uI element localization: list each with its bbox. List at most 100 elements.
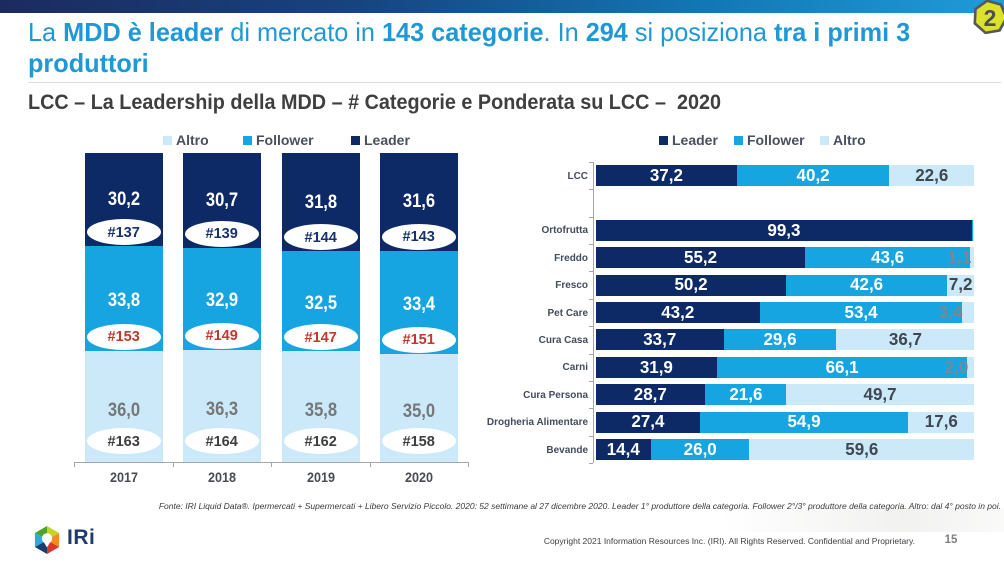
segment-value-label: 35,0 (403, 401, 436, 423)
segment-value-label: 31,6 (403, 191, 436, 213)
segment-value-label: 37,2 (649, 164, 683, 185)
segment-value-label: 36,7 (888, 329, 922, 350)
y-axis-tick (589, 244, 593, 245)
segment-value-label: 42,6 (850, 274, 884, 295)
count-ellipse: #158 (382, 428, 457, 454)
bar-segment-altro (961, 302, 975, 323)
slide-title: La MDD è leader di mercato in 143 catego… (28, 17, 914, 78)
badge-number: 2 (983, 5, 997, 31)
count-ellipse: #153 (86, 323, 161, 350)
legend-item-follower: Follower (243, 132, 314, 148)
segment-value-label: 30,7 (206, 189, 239, 211)
footer-swoosh-decoration (600, 508, 1004, 532)
segment-value-label: 31,9 (639, 356, 673, 377)
bar-segment-altro (966, 356, 975, 378)
title-underline (28, 82, 1001, 83)
legend-item-altro: Altro (163, 132, 209, 148)
count-label: #137 (107, 223, 140, 241)
y-axis-tick (589, 435, 593, 437)
count-label: #149 (205, 327, 239, 345)
year-label: 2018 (208, 469, 237, 485)
legend-item-follower: Follower (734, 132, 805, 148)
segment-value-label: 29,6 (763, 329, 797, 350)
segment-value-label: 7,2 (949, 274, 973, 295)
count-ellipse: #144 (283, 224, 358, 251)
legend-swatch-follower (243, 135, 252, 145)
segment-value-label: 53,4 (844, 301, 878, 322)
bar-segment-leader (596, 165, 737, 186)
segment-value-label: 35,8 (304, 400, 337, 422)
legend-label: Leader (672, 132, 718, 148)
segment-value-label: 22,6 (915, 164, 949, 185)
title-run-bold: 143 categorie (381, 17, 544, 47)
category-label: Bevande (546, 443, 588, 456)
legend-label: Altro (833, 132, 866, 148)
count-label: #144 (304, 228, 337, 246)
segment-value-label: 3,4 (939, 301, 963, 322)
bar-segment-altro (947, 274, 975, 296)
title-run: . In (543, 17, 586, 47)
count-label: #164 (205, 432, 239, 450)
y-axis-tick (589, 463, 593, 465)
iri-logo: IRi (31, 523, 171, 557)
title-run-bold: 294 (585, 17, 628, 47)
source-note: Fonte: IRI Liquid Data®. Ipermercati + S… (158, 501, 1001, 511)
legend-item-leader: Leader (659, 132, 718, 148)
segment-value-label: 2,0 (944, 356, 968, 377)
slide-number-badge: 2 (970, 0, 1004, 37)
y-axis-tick (589, 298, 593, 300)
segment-value-label: 32,5 (304, 292, 337, 314)
title-run-bold: tra i primi 3 produttori (28, 17, 911, 78)
count-label: #153 (107, 328, 140, 346)
count-ellipse: #137 (86, 219, 161, 246)
year-label: 2017 (109, 469, 138, 485)
segment-value-label: 40,2 (796, 164, 830, 185)
legend-swatch-leader (351, 135, 360, 145)
segment-value-label: 28,7 (633, 383, 667, 404)
count-label: #151 (402, 331, 436, 349)
count-ellipse: #163 (86, 428, 161, 454)
count-ellipse: #139 (185, 220, 260, 247)
category-label: Fresco (555, 279, 588, 292)
count-ellipse: #149 (185, 322, 260, 349)
bar-segment-altro (888, 165, 975, 186)
top-gradient-bar (0, 0, 1004, 13)
segment-value-label: 33,7 (643, 329, 677, 350)
title-run-bold: MDD è leader (63, 17, 224, 47)
segment-value-label: 66,1 (825, 356, 859, 377)
y-axis-tick (589, 271, 593, 273)
category-label: Pet Care (547, 306, 588, 319)
bar-segment-leader (596, 356, 717, 378)
page-number: 15 (944, 534, 958, 546)
category-label: Freddo (554, 251, 588, 264)
segment-value-label: 99,3 (767, 219, 801, 240)
count-ellipse: #151 (382, 326, 457, 353)
count-ellipse: #143 (382, 223, 457, 250)
bar-segment-follower (650, 439, 749, 460)
bar-segment-leader (596, 247, 806, 269)
bar-segment-altro (970, 247, 975, 269)
count-ellipse: #164 (185, 428, 260, 454)
y-axis-tick (589, 381, 593, 382)
segment-value-label: 36,3 (206, 399, 239, 421)
bar-segment-follower (716, 356, 967, 378)
count-label: #163 (107, 432, 140, 450)
iri-logo-icon (34, 526, 60, 554)
bar-segment-altro (907, 411, 975, 433)
legend-swatch-leader (659, 135, 668, 145)
segment-value-label: 43,2 (661, 301, 695, 322)
category-label: LCC (567, 169, 588, 182)
count-ellipse: #162 (283, 428, 358, 454)
category-label: Cura Persona (523, 388, 588, 401)
segment-value-label: 1,1 (947, 246, 972, 267)
bar-segment-follower (805, 247, 971, 269)
segment-value-label: 43,6 (871, 246, 905, 267)
x-axis-tick (74, 462, 76, 467)
category-label: Drogheria Alimentare (486, 416, 588, 429)
count-label: #143 (402, 228, 436, 246)
segment-value-label: 59,6 (845, 438, 879, 459)
segment-value-label: 36,0 (107, 399, 140, 421)
